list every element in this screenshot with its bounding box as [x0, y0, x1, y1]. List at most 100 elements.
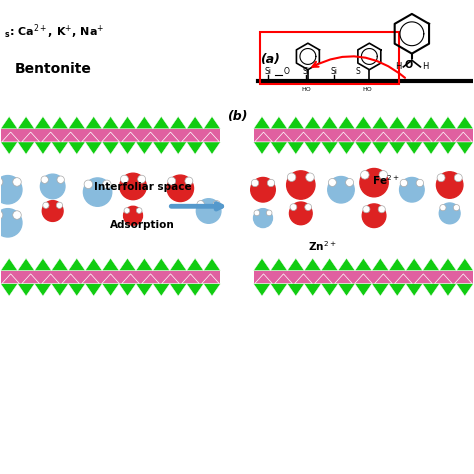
Circle shape: [360, 168, 388, 197]
Circle shape: [328, 179, 337, 186]
Circle shape: [13, 178, 21, 186]
Polygon shape: [187, 142, 203, 155]
Circle shape: [266, 210, 272, 216]
Text: Fe$^{2+}$: Fe$^{2+}$: [372, 173, 399, 187]
Polygon shape: [85, 142, 102, 155]
Polygon shape: [374, 132, 392, 142]
Text: HO: HO: [363, 87, 372, 91]
Polygon shape: [372, 284, 389, 296]
Polygon shape: [372, 117, 389, 129]
Polygon shape: [85, 258, 102, 271]
Circle shape: [102, 180, 111, 189]
Polygon shape: [68, 142, 85, 155]
Text: (a): (a): [260, 53, 280, 66]
Polygon shape: [2, 274, 20, 284]
Polygon shape: [35, 142, 51, 155]
Polygon shape: [162, 274, 180, 284]
Polygon shape: [414, 274, 432, 284]
Polygon shape: [35, 258, 51, 271]
Text: Si: Si: [330, 67, 337, 76]
Polygon shape: [304, 142, 321, 155]
Polygon shape: [203, 117, 220, 129]
Polygon shape: [182, 132, 200, 142]
Polygon shape: [287, 258, 304, 271]
Polygon shape: [454, 132, 472, 142]
Polygon shape: [338, 258, 355, 271]
Polygon shape: [51, 117, 68, 129]
Circle shape: [440, 205, 446, 211]
Polygon shape: [102, 284, 119, 296]
Text: H: H: [395, 62, 402, 71]
Circle shape: [120, 173, 146, 200]
Circle shape: [287, 173, 296, 182]
Polygon shape: [355, 132, 373, 142]
Polygon shape: [287, 117, 304, 129]
Polygon shape: [439, 117, 456, 129]
Circle shape: [346, 179, 354, 186]
Polygon shape: [187, 258, 203, 271]
Polygon shape: [338, 142, 355, 155]
Polygon shape: [271, 284, 287, 296]
Polygon shape: [389, 117, 406, 129]
Circle shape: [83, 178, 112, 206]
Polygon shape: [187, 284, 203, 296]
Circle shape: [42, 201, 63, 221]
Polygon shape: [153, 284, 170, 296]
Polygon shape: [102, 142, 119, 155]
Polygon shape: [203, 142, 220, 155]
Polygon shape: [0, 117, 18, 129]
Polygon shape: [153, 258, 170, 271]
Polygon shape: [170, 284, 187, 296]
Polygon shape: [456, 258, 474, 271]
Polygon shape: [51, 142, 68, 155]
Circle shape: [213, 201, 220, 208]
Text: Zn$^{2+}$: Zn$^{2+}$: [308, 239, 336, 253]
Polygon shape: [255, 274, 273, 284]
Polygon shape: [136, 117, 153, 129]
Polygon shape: [203, 258, 220, 271]
Polygon shape: [439, 258, 456, 271]
Polygon shape: [187, 117, 203, 129]
Circle shape: [437, 174, 445, 182]
Polygon shape: [423, 258, 439, 271]
Circle shape: [185, 177, 193, 185]
Polygon shape: [304, 284, 321, 296]
Circle shape: [124, 208, 130, 213]
Polygon shape: [439, 284, 456, 296]
Polygon shape: [119, 258, 136, 271]
Text: Si: Si: [264, 67, 271, 76]
Polygon shape: [423, 117, 439, 129]
Circle shape: [361, 171, 369, 179]
Text: Interfoliar space: Interfoliar space: [94, 182, 191, 192]
Circle shape: [328, 176, 354, 203]
Polygon shape: [423, 284, 439, 296]
Polygon shape: [254, 258, 271, 271]
Polygon shape: [406, 258, 423, 271]
Polygon shape: [22, 274, 40, 284]
Polygon shape: [406, 117, 423, 129]
Circle shape: [454, 174, 462, 182]
Polygon shape: [355, 117, 372, 129]
Text: Si: Si: [302, 67, 309, 76]
Circle shape: [439, 203, 460, 224]
Polygon shape: [170, 142, 187, 155]
Polygon shape: [2, 132, 20, 142]
Polygon shape: [335, 274, 353, 284]
Circle shape: [306, 173, 314, 182]
Polygon shape: [102, 117, 119, 129]
Polygon shape: [0, 142, 18, 155]
Polygon shape: [294, 274, 312, 284]
Polygon shape: [314, 132, 332, 142]
Polygon shape: [355, 284, 372, 296]
Polygon shape: [456, 142, 474, 155]
Polygon shape: [389, 258, 406, 271]
Circle shape: [40, 174, 65, 199]
Polygon shape: [62, 274, 80, 284]
Polygon shape: [321, 258, 338, 271]
Polygon shape: [254, 142, 271, 155]
Polygon shape: [434, 274, 452, 284]
Polygon shape: [35, 284, 51, 296]
Polygon shape: [271, 117, 287, 129]
Polygon shape: [338, 117, 355, 129]
Circle shape: [267, 179, 274, 187]
